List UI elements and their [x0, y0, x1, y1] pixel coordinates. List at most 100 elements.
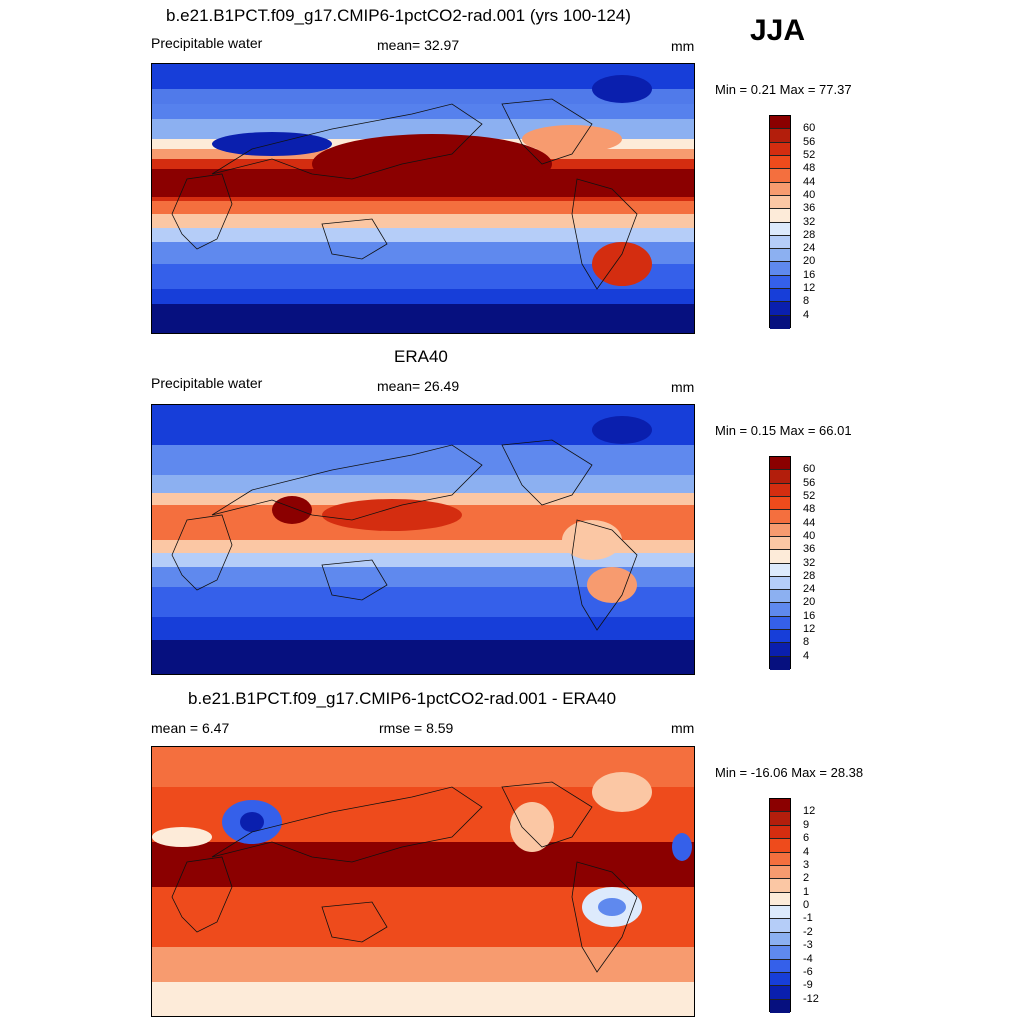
minmax-label: Min = 0.15 Max = 66.01	[715, 423, 852, 438]
colorbar-swatch	[770, 142, 790, 156]
colorbar-swatch	[770, 946, 790, 960]
units-label: mm	[671, 38, 695, 54]
colorbar-swatch	[770, 865, 790, 880]
colorbar-tick-label: 60	[803, 463, 816, 476]
colorbar-tick-label: 32	[803, 556, 816, 569]
colorbar-swatch	[770, 879, 790, 893]
colorbar-swatch	[770, 892, 790, 906]
colorbar-swatch	[770, 155, 790, 170]
colorbar-tick-label: 36	[803, 202, 816, 215]
colorbar-tick-label: 48	[803, 162, 816, 175]
colorbar-swatch	[770, 563, 790, 577]
colorbar	[769, 456, 791, 670]
colorbar-tick-label: 56	[803, 135, 816, 148]
colorbar-swatch	[770, 590, 790, 604]
colorbar-tick-label: 12	[803, 623, 816, 636]
contour-field	[152, 405, 694, 674]
colorbar-tick-label: 20	[803, 596, 816, 609]
minmax-label: Min = 0.21 Max = 77.37	[715, 82, 852, 97]
colorbar-swatch	[770, 919, 790, 933]
colorbar-swatch	[770, 630, 790, 644]
map-obs	[151, 404, 695, 675]
colorbar-tick-label: -3	[803, 939, 813, 952]
colorbar-swatch	[770, 523, 790, 537]
colorbar-tick-label: 12	[803, 282, 816, 295]
map-diff	[151, 746, 695, 1017]
panel-title: b.e21.B1PCT.f09_g17.CMIP6-1pctCO2-rad.00…	[188, 689, 617, 708]
colorbar-swatch	[770, 616, 790, 631]
colorbar-swatch	[770, 235, 790, 250]
colorbar-tick-label: 0	[803, 899, 810, 911]
colorbar-swatch	[770, 496, 790, 511]
colorbar-tick-label: 9	[803, 818, 810, 831]
colorbar-swatch	[770, 315, 790, 329]
panel-title: ERA40	[394, 347, 448, 366]
colorbar-tick-label: 16	[803, 268, 816, 281]
colorbar-swatch	[770, 825, 790, 840]
colorbar	[769, 115, 791, 329]
colorbar-swatch	[770, 209, 790, 223]
colorbar-swatch	[770, 302, 790, 316]
colorbar-swatch	[770, 812, 790, 826]
colorbar-tick-label: 4	[803, 649, 810, 662]
colorbar-tick-label: 40	[803, 188, 816, 201]
colorbar-swatch	[770, 959, 790, 973]
colorbar-tick-label: 44	[803, 175, 816, 188]
colorbar-tick-label: 36	[803, 543, 816, 556]
colorbar-tick-label: 24	[803, 242, 816, 255]
colorbar-swatch	[770, 603, 790, 617]
colorbar-swatch	[770, 195, 790, 210]
colorbar-swatch	[770, 169, 790, 183]
colorbar-swatch	[770, 116, 790, 130]
colorbar-swatch	[770, 262, 790, 276]
colorbar-tick-label: -1	[803, 912, 813, 925]
season-label: JJA	[750, 14, 806, 47]
colorbar-tick-label: 56	[803, 476, 816, 489]
colorbar-swatch	[770, 906, 790, 920]
colorbar-tick-label: 20	[803, 255, 816, 268]
colorbar-tick-label: -2	[803, 925, 813, 938]
units-label: mm	[671, 379, 695, 395]
colorbar-swatch	[770, 550, 790, 564]
colorbar-swatch	[770, 799, 790, 813]
colorbar-swatch	[770, 932, 790, 947]
colorbar-tick-label: 3	[803, 858, 810, 871]
colorbar-tick-label: 32	[803, 215, 816, 228]
colorbar-tick-label: 28	[803, 228, 816, 241]
mean-label: mean= 26.49	[377, 378, 460, 394]
colorbar-swatch	[770, 643, 790, 657]
colorbar-swatch	[770, 222, 790, 236]
colorbar-swatch	[770, 576, 790, 591]
colorbar-swatch	[770, 656, 790, 670]
mean-label: mean = 6.47	[151, 720, 230, 736]
colorbar-swatch	[770, 457, 790, 471]
colorbar-tick-label: 52	[803, 148, 816, 161]
colorbar-tick-label: 52	[803, 489, 816, 502]
colorbar	[769, 798, 791, 1013]
contour-field	[152, 747, 694, 1016]
colorbar-swatch	[770, 182, 790, 196]
colorbar-swatch	[770, 986, 790, 1000]
panel-title: b.e21.B1PCT.f09_g17.CMIP6-1pctCO2-rad.00…	[166, 6, 631, 25]
colorbar-tick-label: -12	[803, 992, 819, 1005]
colorbar-tick-label: 16	[803, 609, 816, 622]
colorbar-tick-label: 8	[803, 295, 810, 308]
contour-field	[152, 64, 694, 333]
colorbar-tick-label: 8	[803, 636, 810, 649]
colorbar-swatch	[770, 510, 790, 524]
colorbar-tick-label: 1	[803, 885, 810, 898]
colorbar-swatch	[770, 839, 790, 853]
rmse-label: rmse = 8.59	[379, 720, 454, 736]
mean-label: mean= 32.97	[377, 37, 460, 53]
colorbar-tick-label: 48	[803, 503, 816, 516]
colorbar-tick-label: -6	[803, 965, 813, 978]
colorbar-swatch	[770, 972, 790, 987]
colorbar-swatch	[770, 470, 790, 484]
colorbar-tick-label: 44	[803, 516, 816, 529]
colorbar-tick-label: 4	[803, 845, 810, 858]
colorbar-swatch	[770, 289, 790, 303]
map-model	[151, 63, 695, 334]
colorbar-swatch	[770, 999, 790, 1013]
minmax-label: Min = -16.06 Max = 28.38	[715, 765, 864, 780]
colorbar-tick-label: 24	[803, 583, 816, 596]
